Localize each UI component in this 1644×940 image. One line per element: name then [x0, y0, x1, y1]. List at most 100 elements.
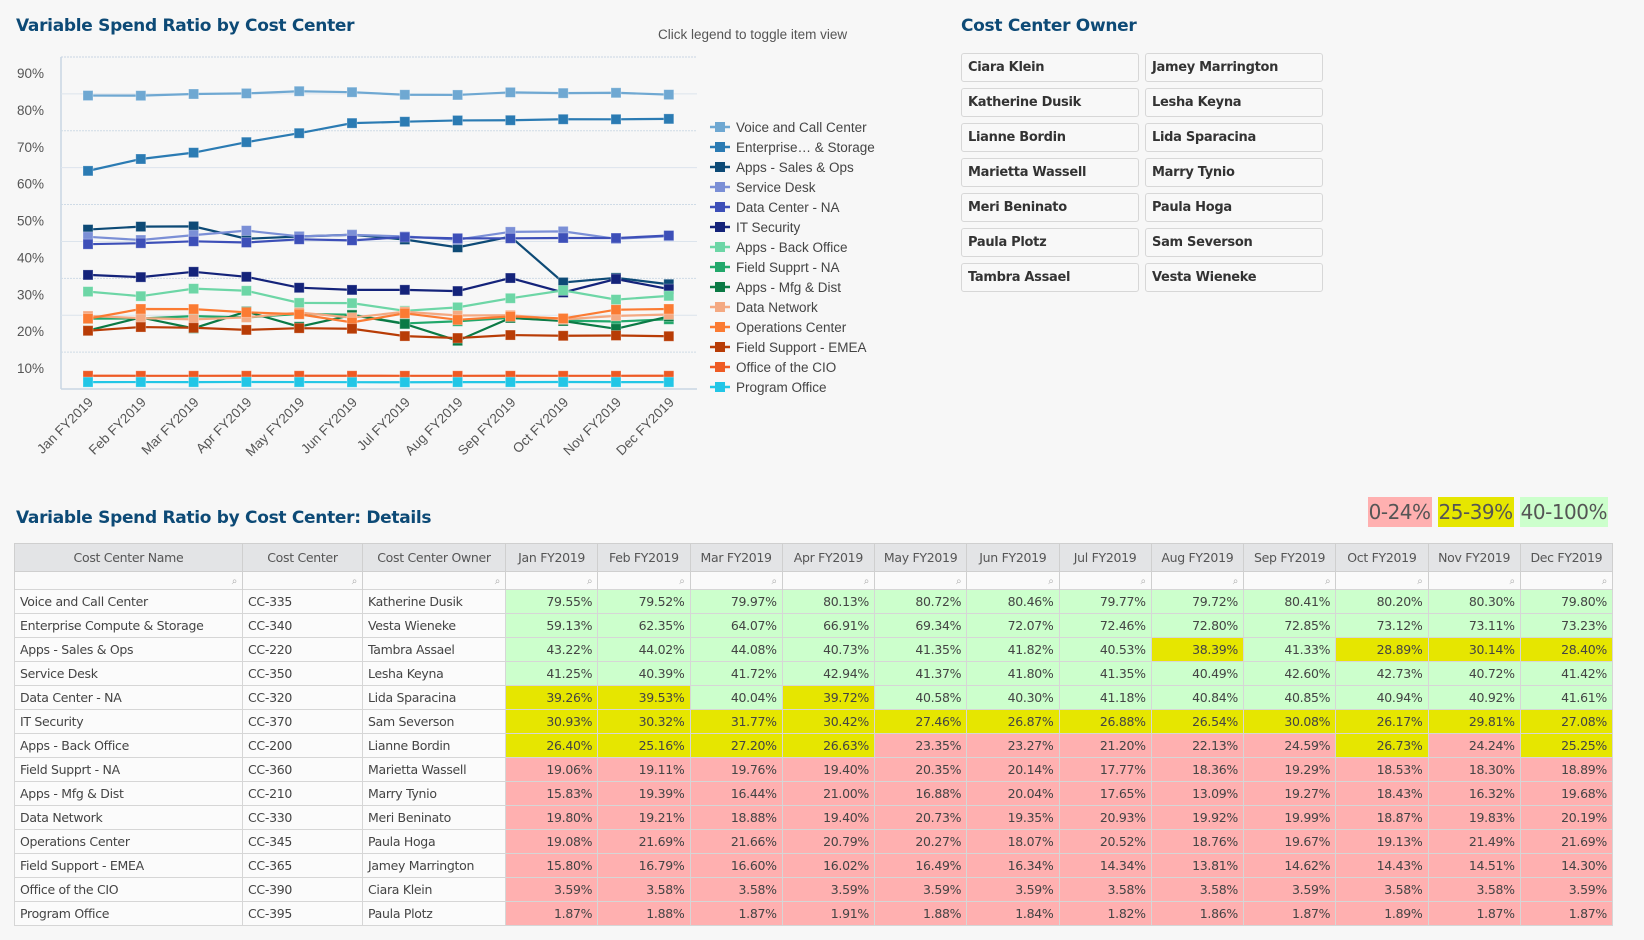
column-header[interactable]: May FY2019: [873, 543, 968, 572]
column-header[interactable]: Sep FY2019: [1242, 543, 1337, 572]
search-icon[interactable]: ⌕: [494, 576, 501, 587]
search-icon[interactable]: ⌕: [351, 576, 358, 587]
column-filter[interactable]: ⌕: [1519, 571, 1614, 590]
data-point[interactable]: [452, 89, 464, 101]
data-point[interactable]: [135, 271, 147, 283]
search-icon[interactable]: ⌕: [1601, 576, 1608, 587]
legend-label[interactable]: Service Desk: [736, 180, 816, 195]
data-point[interactable]: [399, 116, 411, 128]
legend-item[interactable]: Apps - Sales & Ops: [710, 160, 854, 175]
data-point[interactable]: [346, 323, 358, 335]
data-point[interactable]: [293, 376, 305, 388]
column-header[interactable]: Cost Center Name: [14, 543, 243, 572]
legend-label[interactable]: Apps - Sales & Ops: [736, 160, 854, 175]
data-point[interactable]: [557, 313, 569, 324]
column-header[interactable]: Mar FY2019: [689, 543, 783, 572]
data-point[interactable]: [188, 376, 200, 388]
search-icon[interactable]: ⌕: [1324, 576, 1331, 587]
data-point[interactable]: [557, 376, 569, 388]
data-point[interactable]: [557, 232, 569, 244]
data-point[interactable]: [293, 282, 305, 294]
data-point[interactable]: [188, 147, 200, 159]
column-filter[interactable]: ⌕: [242, 571, 363, 590]
data-point[interactable]: [240, 225, 252, 236]
data-point[interactable]: [504, 86, 516, 98]
legend-label[interactable]: Data Center - NA: [736, 200, 840, 215]
column-filter[interactable]: ⌕: [1242, 571, 1337, 590]
data-point[interactable]: [557, 330, 569, 342]
data-point[interactable]: [504, 292, 516, 304]
data-point[interactable]: [663, 89, 675, 101]
owner-filter-button[interactable]: Lianne Bordin: [961, 123, 1139, 152]
owner-filter-button[interactable]: Sam Severson: [1145, 228, 1323, 257]
column-filter[interactable]: ⌕: [1058, 571, 1152, 590]
data-point[interactable]: [82, 313, 94, 325]
column-header[interactable]: Aug FY2019: [1150, 543, 1245, 572]
data-point[interactable]: [240, 285, 252, 297]
column-header[interactable]: Cost Center: [242, 543, 363, 572]
search-icon[interactable]: ⌕: [771, 576, 777, 587]
data-point[interactable]: [346, 376, 358, 388]
column-header[interactable]: Nov FY2019: [1427, 543, 1521, 572]
owner-filter-button[interactable]: Meri Beninato: [961, 193, 1139, 222]
data-point[interactable]: [663, 290, 675, 302]
legend-item[interactable]: Data Center - NA: [710, 200, 840, 215]
data-point[interactable]: [452, 232, 464, 244]
column-filter[interactable]: ⌕: [597, 571, 691, 590]
column-header[interactable]: Apr FY2019: [781, 543, 876, 572]
data-point[interactable]: [135, 237, 147, 249]
data-point[interactable]: [82, 238, 94, 250]
data-point[interactable]: [240, 271, 252, 283]
data-point[interactable]: [240, 324, 252, 336]
column-filter[interactable]: ⌕: [1335, 571, 1429, 590]
legend-item[interactable]: IT Security: [710, 220, 801, 235]
column-header[interactable]: Jul FY2019: [1058, 543, 1152, 572]
data-point[interactable]: [663, 230, 675, 241]
data-point[interactable]: [82, 376, 94, 388]
data-point[interactable]: [82, 90, 94, 101]
search-icon[interactable]: ⌕: [679, 576, 685, 587]
data-point[interactable]: [240, 136, 252, 148]
column-filter[interactable]: ⌕: [504, 571, 599, 590]
data-point[interactable]: [452, 285, 464, 297]
data-point[interactable]: [399, 330, 411, 342]
data-point[interactable]: [293, 308, 305, 320]
column-filter[interactable]: ⌕: [362, 571, 506, 590]
data-point[interactable]: [293, 297, 305, 309]
data-point[interactable]: [346, 86, 358, 98]
data-point[interactable]: [452, 314, 464, 326]
owner-filter-button[interactable]: Lida Sparacina: [1145, 123, 1323, 152]
data-point[interactable]: [188, 322, 200, 334]
column-header[interactable]: Jan FY2019: [504, 543, 599, 572]
search-icon[interactable]: ⌕: [231, 576, 238, 587]
column-header[interactable]: Oct FY2019: [1335, 543, 1429, 572]
legend-label[interactable]: Program Office: [736, 380, 827, 395]
data-point[interactable]: [188, 88, 200, 100]
data-point[interactable]: [82, 286, 94, 298]
data-point[interactable]: [188, 235, 200, 247]
data-point[interactable]: [135, 153, 147, 165]
column-filter[interactable]: ⌕: [873, 571, 968, 590]
legend-item[interactable]: Field Support - EMEA: [710, 340, 867, 355]
legend-item[interactable]: Office of the CIO: [710, 360, 836, 375]
data-point[interactable]: [135, 90, 147, 102]
data-point[interactable]: [610, 304, 622, 316]
data-point[interactable]: [293, 322, 305, 334]
data-point[interactable]: [610, 273, 622, 285]
data-point[interactable]: [240, 376, 252, 388]
data-point[interactable]: [240, 306, 252, 318]
data-point[interactable]: [504, 376, 516, 388]
data-point[interactable]: [663, 330, 675, 342]
data-point[interactable]: [663, 113, 675, 125]
column-header[interactable]: Feb FY2019: [597, 543, 691, 572]
legend-item[interactable]: Voice and Call Center: [710, 120, 867, 135]
legend-label[interactable]: Apps - Back Office: [736, 240, 848, 255]
data-point[interactable]: [399, 318, 411, 330]
data-point[interactable]: [188, 266, 200, 278]
data-point[interactable]: [82, 269, 94, 281]
legend-label[interactable]: IT Security: [736, 220, 801, 235]
data-point[interactable]: [240, 88, 252, 99]
data-point[interactable]: [399, 284, 411, 296]
data-point[interactable]: [135, 376, 147, 388]
owner-filter-button[interactable]: Paula Plotz: [961, 228, 1139, 257]
